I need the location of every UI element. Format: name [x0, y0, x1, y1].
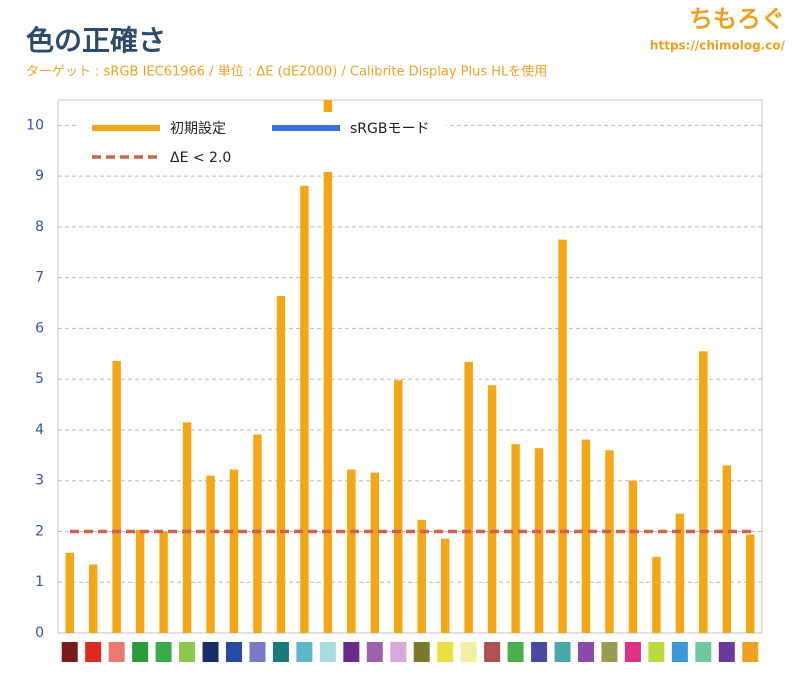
color-swatch [226, 642, 242, 662]
overlay: 初期設定 sRGBモード ΔE < 2.0 [70, 112, 752, 534]
bar [628, 480, 638, 633]
bar [605, 450, 614, 633]
y-tick-label: 2 [35, 523, 44, 539]
color-swatch [718, 642, 735, 662]
watermark-url: https://chimolog.co/ [650, 39, 786, 53]
color-swatch [601, 642, 618, 662]
color-swatch [319, 642, 336, 662]
color-swatch [132, 642, 149, 662]
color-swatch [155, 642, 172, 662]
bar [746, 534, 755, 633]
color-swatch [554, 642, 571, 662]
color-swatch [437, 642, 454, 662]
color-swatch [671, 642, 688, 662]
bar [182, 422, 192, 633]
color-swatch [202, 642, 219, 662]
bar [323, 100, 333, 633]
y-tick-label: 8 [35, 219, 44, 235]
color-swatch [179, 642, 196, 662]
bar [440, 538, 450, 633]
bar [511, 444, 520, 633]
color-swatch [343, 642, 360, 662]
bar [558, 239, 567, 633]
bar [112, 360, 121, 633]
bar [347, 469, 356, 633]
color-swatch [742, 642, 759, 662]
color-swatch [390, 642, 407, 662]
legend-label: 初期設定 [170, 120, 226, 137]
bar [487, 385, 497, 633]
bar [675, 513, 685, 633]
bar [300, 185, 309, 633]
y-tick-label: 10 [26, 117, 44, 133]
y-tick-label: 7 [35, 270, 44, 286]
bar [88, 564, 98, 633]
color-swatch [249, 642, 266, 662]
color-swatch [460, 642, 477, 662]
bar [464, 361, 473, 633]
color-swatch [648, 642, 665, 662]
bar [253, 434, 262, 633]
bar [206, 475, 215, 633]
bar [135, 529, 145, 633]
y-tick-label: 0 [35, 625, 44, 641]
color-swatch [296, 642, 313, 662]
color-swatch [531, 642, 548, 662]
color-swatch [578, 642, 594, 662]
color-swatch [366, 642, 383, 662]
color-swatch [108, 642, 125, 662]
chart-subtitle: ターゲット : sRGB IEC61966 / 単位 : ΔE (dE2000)… [26, 64, 547, 80]
color-swatch [413, 642, 430, 662]
y-tick-label: 1 [35, 574, 44, 590]
color-swatch [61, 642, 78, 662]
color-swatch [85, 642, 102, 662]
chart-title: 色の正確さ [26, 24, 166, 57]
plot [58, 100, 762, 633]
bar [534, 448, 544, 633]
legend-label: sRGBモード [350, 121, 429, 137]
color-swatch [484, 642, 501, 662]
bar [65, 552, 74, 633]
bar [652, 556, 661, 633]
y-tick-label: 3 [35, 473, 44, 489]
bar [417, 519, 426, 633]
color-swatch [624, 642, 641, 662]
y-tick-label: 6 [35, 320, 44, 336]
bar [394, 380, 403, 633]
bar [722, 465, 732, 633]
y-tick-label: 4 [35, 422, 44, 438]
legend-label: ΔE < 2.0 [170, 150, 231, 166]
y-tick-label: 9 [35, 168, 44, 184]
bar [370, 472, 380, 633]
color-swatch [695, 642, 712, 662]
bar [581, 439, 591, 633]
color-swatch [507, 642, 524, 662]
legend-box [76, 112, 446, 172]
y-tick-label: 5 [35, 371, 44, 387]
watermark-title: ちもろぐ [689, 5, 785, 33]
bar [159, 531, 168, 633]
bar [229, 469, 239, 633]
bar [276, 295, 286, 633]
bar [699, 351, 708, 633]
color-swatch [272, 642, 289, 662]
